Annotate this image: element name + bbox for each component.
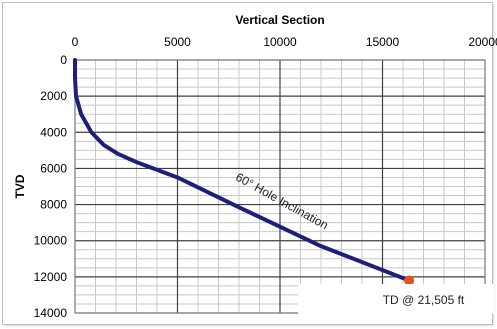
- y-tick-label: 8000: [40, 198, 67, 212]
- y-tick-label: 12000: [34, 270, 68, 284]
- y-axis-title: TVD: [13, 174, 27, 198]
- y-tick-label: 4000: [40, 125, 67, 139]
- x-tick-label: 15000: [366, 35, 400, 49]
- series-line-wellbore: [73, 58, 412, 283]
- y-tick-label: 14000: [34, 306, 68, 320]
- y-tick-labels: 0 2000 4000 6000 8000 10000 12000 14000: [34, 53, 68, 320]
- y-tick-label: 0: [60, 53, 67, 67]
- x-tick-label: 0: [72, 35, 79, 49]
- chart-title: Vertical Section: [235, 13, 324, 27]
- y-tick-label: 2000: [40, 89, 67, 103]
- td-marker-point: [404, 275, 415, 286]
- y-tick-label: 6000: [40, 161, 67, 175]
- y-tick-label: 10000: [34, 234, 68, 248]
- plot-area-border: [74, 59, 486, 314]
- x-tick-label: 10000: [263, 35, 297, 49]
- x-tick-label: 5000: [164, 35, 191, 49]
- chart-frame: [2, 2, 493, 325]
- td-annotation-box: [298, 284, 494, 314]
- annotation-td: TD @ 21,505 ft: [383, 293, 465, 307]
